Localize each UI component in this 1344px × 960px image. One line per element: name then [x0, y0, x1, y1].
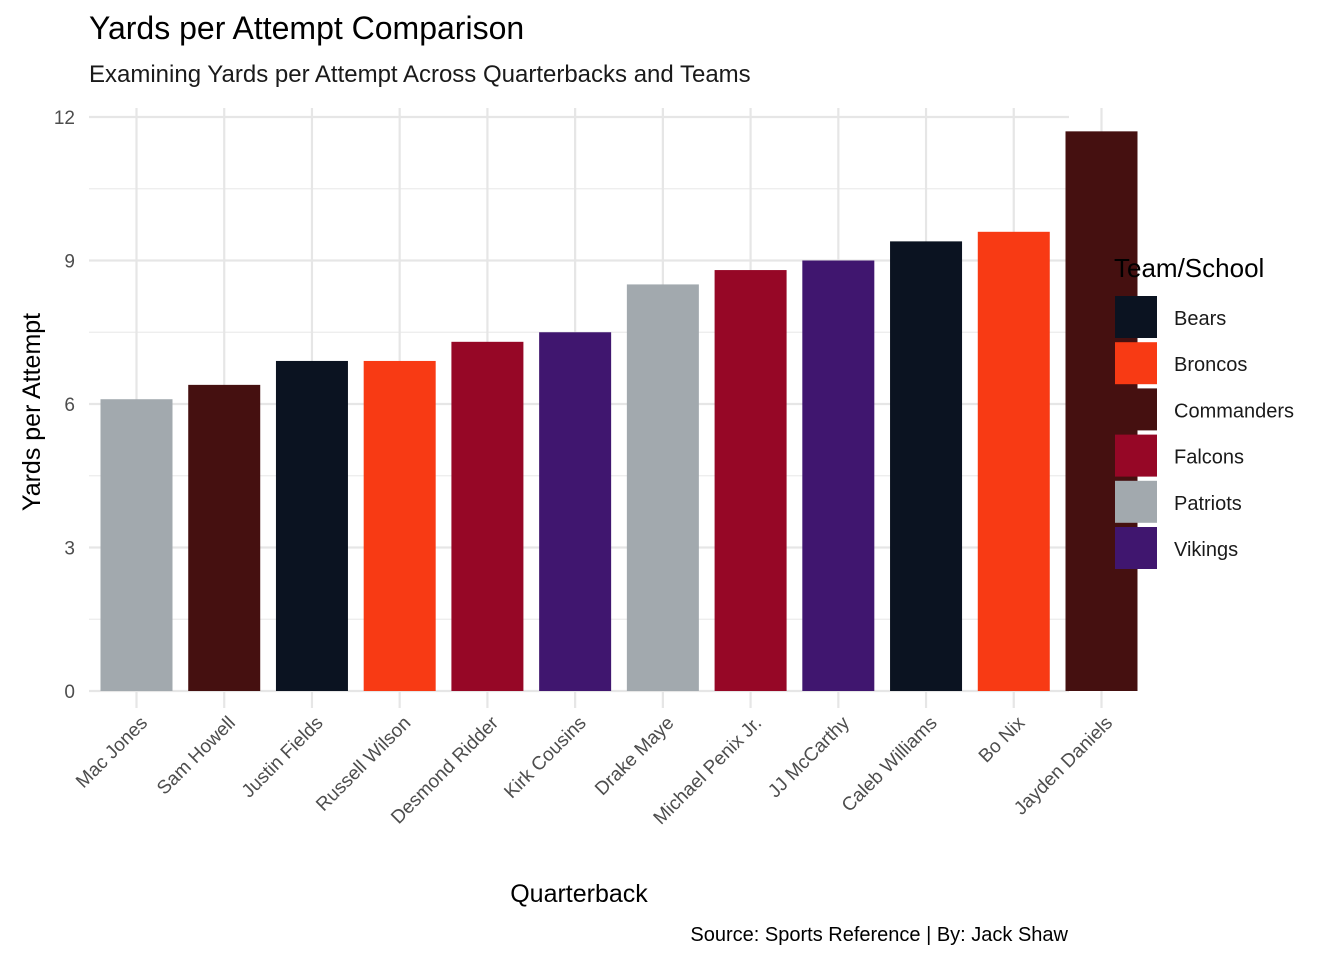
- x-tick-label: Bo Nix: [975, 712, 1030, 767]
- x-tick-label: Sam Howell: [153, 713, 240, 800]
- legend-title: Team/School: [1114, 253, 1264, 283]
- bar-russell-wilson: [363, 360, 436, 691]
- bar-sam-howell: [188, 384, 261, 691]
- legend-label: Patriots: [1174, 493, 1242, 515]
- legend-label: Falcons: [1174, 447, 1244, 469]
- legend-label: Vikings: [1174, 539, 1238, 561]
- legend-label: Broncos: [1174, 354, 1247, 376]
- legend-swatch: [1115, 342, 1157, 385]
- x-tick-label: JJ McCarthy: [764, 712, 854, 802]
- x-axis-title: Quarterback: [510, 880, 648, 908]
- y-tick-label: 0: [64, 682, 75, 703]
- legend-swatch: [1115, 527, 1157, 569]
- bar-drake-maye: [626, 284, 699, 691]
- x-tick-label: Drake Maye: [591, 713, 678, 800]
- bar-kirk-cousins: [539, 332, 612, 691]
- legend-label: Commanders: [1174, 400, 1294, 422]
- bar-desmond-ridder: [451, 341, 524, 691]
- y-tick-label: 9: [64, 252, 75, 273]
- y-tick-label: 6: [64, 395, 75, 416]
- y-axis-ticks: 0 3 6 9 12: [54, 108, 75, 703]
- bar-michael-penix-jr: [714, 270, 787, 691]
- bar-justin-fields: [275, 360, 348, 691]
- legend: Bears Broncos Commanders Falcons Patriots Vik…: [1115, 296, 1294, 569]
- bar-jj-mccarthy: [802, 260, 875, 691]
- legend-swatch: [1115, 480, 1157, 523]
- y-axis-title: Yards per Attempt: [18, 313, 46, 511]
- x-tick-label: Justin Fields: [238, 713, 328, 803]
- legend-swatch: [1115, 388, 1157, 431]
- bar-bo-nix: [977, 231, 1050, 692]
- legend-swatch: [1115, 434, 1157, 477]
- bar-caleb-williams: [890, 241, 963, 691]
- x-tick-label: Caleb Williams: [838, 713, 942, 817]
- bars: [100, 131, 1138, 692]
- chart-title: Yards per Attempt Comparison: [89, 10, 524, 46]
- chart-caption: Source: Sports Reference | By: Jack Shaw: [690, 924, 1068, 946]
- x-tick-label: Mac Jones: [72, 713, 152, 793]
- y-tick-label: 3: [64, 539, 75, 560]
- chart-subtitle: Examining Yards per Attempt Across Quart…: [89, 61, 751, 88]
- legend-swatch: [1115, 296, 1157, 338]
- legend-label: Bears: [1174, 308, 1226, 330]
- y-tick-label: 12: [54, 108, 75, 129]
- bar-mac-jones: [100, 399, 173, 691]
- x-tick-label: Kirk Cousins: [500, 713, 590, 803]
